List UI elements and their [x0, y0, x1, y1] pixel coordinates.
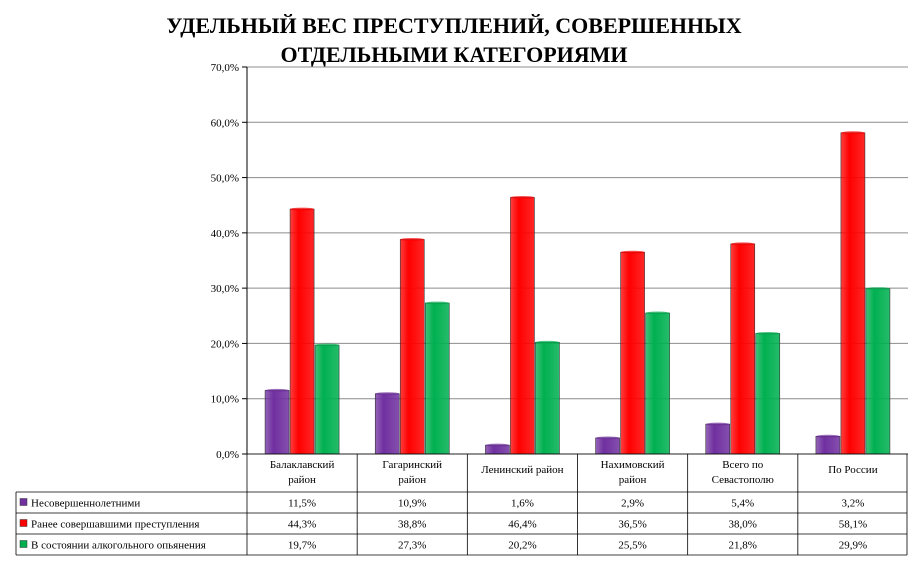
bars [264, 131, 891, 455]
bar-cap [400, 237, 425, 241]
category-label: Гагаринский [382, 459, 442, 471]
table-cell-value: 5,4% [731, 498, 754, 510]
table-cell-value: 21,8% [729, 540, 757, 552]
bar-cap [535, 340, 560, 344]
category-label: район [288, 474, 316, 486]
category-label: район [619, 474, 647, 486]
y-axis: 0,0% 10,0% 20,0% 30,0% 40,0% 50,0% 60,0% 70,0% [211, 62, 248, 461]
table-cell-value: 19,7% [288, 540, 316, 552]
y-tick-label: 20,0% [211, 338, 239, 350]
table-cell-value: 27,3% [398, 540, 426, 552]
bar [865, 288, 891, 455]
legend-key [19, 519, 28, 527]
y-tick-label: 70,0% [211, 62, 239, 74]
category-label: Всего по [722, 459, 764, 471]
y-tick-label: 0,0% [216, 449, 239, 461]
bar-cap [425, 301, 450, 305]
table-cell-value: 29,9% [839, 540, 867, 552]
bar-cap [705, 422, 730, 426]
bar-cap [375, 392, 400, 396]
bar-cap [645, 311, 670, 315]
y-tick-label: 40,0% [211, 228, 239, 240]
y-tick-label: 50,0% [211, 173, 239, 185]
chart-title-line-2: ОТДЕЛЬНЫМИ КАТЕГОРИЯМИ [280, 42, 627, 67]
bar-cap [485, 443, 510, 447]
legend-label: Несовершеннолетними [31, 498, 140, 510]
table-cell-value: 10,9% [398, 498, 426, 510]
bar [424, 302, 450, 455]
category-label: Севастополю [712, 474, 774, 486]
bar [289, 208, 315, 455]
table-cell-value: 1,6% [511, 498, 534, 510]
bar [705, 423, 731, 455]
bar [510, 197, 535, 455]
bar-cap [510, 195, 535, 199]
table-cell-value: 38,8% [398, 519, 426, 531]
bar [840, 132, 866, 455]
bar [620, 251, 645, 455]
y-tick-label: 30,0% [211, 283, 239, 295]
bar-cap [730, 242, 755, 246]
table-cell-value: 20,2% [508, 540, 536, 552]
category-label: Нахимовский [601, 459, 665, 471]
gridlines [247, 66, 908, 455]
table-cell-value: 25,5% [618, 540, 646, 552]
category-label: Ленинский район [481, 464, 563, 476]
bar-cap [840, 131, 865, 135]
table-cell-value: 44,3% [288, 519, 316, 531]
y-tick-label: 10,0% [211, 394, 239, 406]
bar-cap [815, 434, 840, 438]
legend-label: В состоянии алкогольного опьянения [31, 540, 206, 552]
legend-label: Ранее совершавшими преступления [31, 519, 199, 531]
bar [645, 312, 670, 455]
bar [374, 393, 400, 455]
bar [595, 437, 620, 455]
category-label: По России [828, 464, 877, 476]
bar-cap [290, 207, 315, 211]
bar [399, 239, 425, 455]
bar [815, 436, 841, 455]
table-cell-value: 11,5% [288, 498, 316, 510]
bar-cap [620, 250, 645, 254]
bar-cap [755, 331, 780, 335]
table-cell-value: 2,9% [621, 498, 644, 510]
bar [535, 342, 560, 455]
bar-cap [265, 388, 290, 392]
chart-title-line-1: УДЕЛЬНЫЙ ВЕС ПРЕСТУПЛЕНИЙ, СОВЕРШЕННЫХ [166, 13, 741, 38]
bar [264, 390, 290, 455]
category-label: район [398, 474, 426, 486]
table-cell-value: 3,2% [841, 498, 864, 510]
bar-cap [865, 287, 890, 291]
bar [730, 243, 756, 455]
bar-cap [595, 436, 620, 440]
table-cell-value: 46,4% [508, 519, 536, 531]
bar [314, 344, 340, 455]
legend-key [19, 498, 28, 506]
bar [755, 333, 781, 455]
table-cell-value: 58,1% [839, 519, 867, 531]
data-table: Балаклавский район Гагаринский район Ленинск… [15, 453, 908, 556]
table-cell-value: 36,5% [618, 519, 646, 531]
y-tick-label: 60,0% [211, 117, 239, 129]
category-label: Балаклавский [270, 459, 335, 471]
bar-cap [315, 343, 340, 347]
legend-key [19, 540, 28, 548]
table-cell-value: 38,0% [729, 519, 757, 531]
